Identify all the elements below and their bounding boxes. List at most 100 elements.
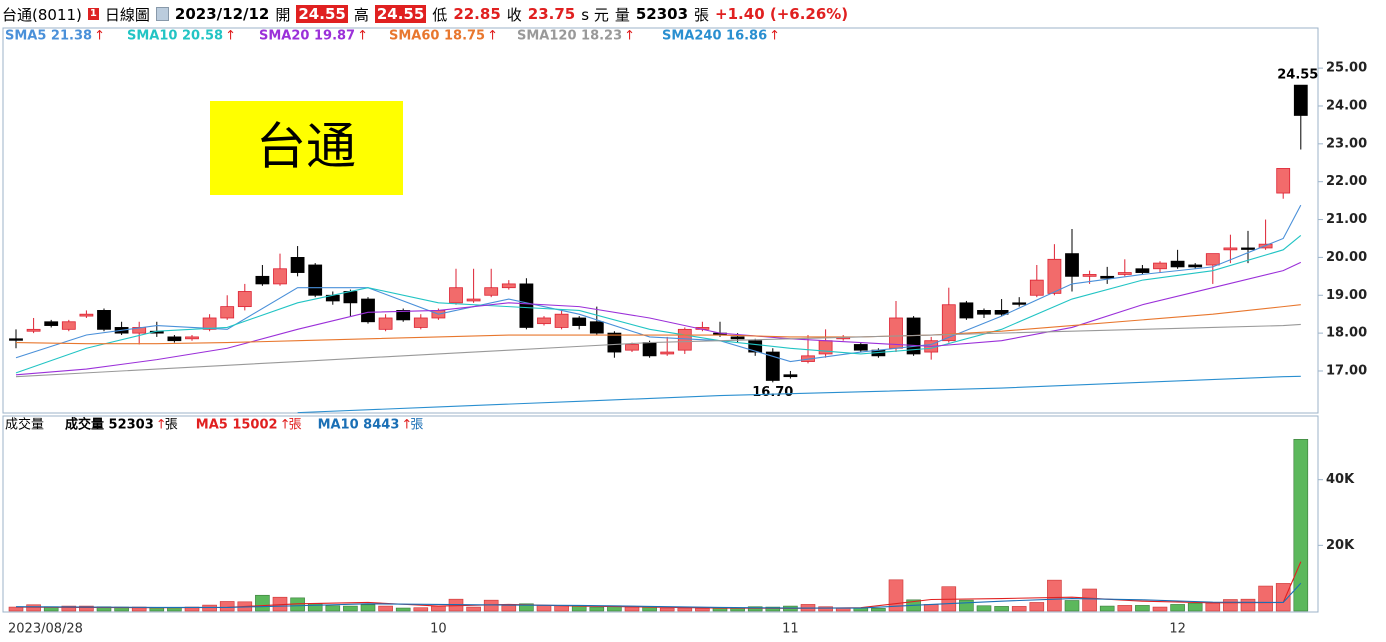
close: 23.75 — [527, 5, 576, 23]
candle-body — [977, 310, 991, 315]
volume-bar — [1064, 600, 1080, 612]
candle-body — [1241, 247, 1255, 250]
volume-bar — [1152, 606, 1168, 612]
arrow-icon: ↑ — [357, 29, 368, 44]
candle-body — [1170, 260, 1185, 268]
line — [15, 323, 1301, 378]
candle-body — [677, 328, 692, 351]
candle-body — [1153, 262, 1167, 270]
volume-bar — [677, 607, 693, 612]
volume-bar — [571, 605, 587, 612]
volume-bar — [413, 607, 429, 612]
y-tick-label: 22.00 — [1326, 174, 1367, 189]
candle-body — [537, 317, 551, 325]
candle-body — [449, 287, 463, 304]
candle-body — [607, 332, 622, 353]
arrow-icon: ↑ — [94, 29, 105, 44]
candle-body — [396, 310, 411, 321]
y-tick-label: 21.00 — [1326, 212, 1367, 227]
arrow-icon: ↑ — [225, 29, 236, 44]
label: 量 — [614, 5, 630, 24]
candle-body — [378, 317, 393, 330]
candle-body — [343, 291, 358, 304]
volume-bar — [483, 599, 499, 612]
volume-bar — [923, 604, 939, 612]
x-tick-label: 2023/08/28 — [8, 622, 83, 637]
y-tick-label: 24.00 — [1326, 98, 1367, 113]
change: +1.40 (+6.26%) — [715, 5, 849, 23]
candle-body — [255, 275, 270, 285]
volume-bar — [219, 601, 235, 612]
candle-body — [61, 321, 76, 330]
candle-body — [273, 268, 287, 285]
y-tick-label: 40K — [1326, 472, 1355, 487]
candle-body — [1117, 272, 1132, 275]
candle-body — [308, 264, 323, 296]
volume-bar — [659, 607, 675, 612]
candle-body — [853, 344, 868, 351]
y-tick-label: 19.00 — [1326, 288, 1367, 303]
annotation: 24.55 — [1277, 68, 1318, 83]
candle-body — [202, 317, 217, 330]
candle-body — [589, 321, 604, 334]
legend-entry: 成交量 52303 — [65, 417, 154, 433]
period: 日線圖 — [104, 5, 150, 24]
volume-bar — [747, 606, 763, 612]
volume-bar — [8, 606, 24, 612]
volume-panel — [2, 415, 1319, 613]
candle-body — [1065, 253, 1079, 277]
arrow-icon: ↑ — [156, 418, 167, 433]
volume-bar — [1170, 604, 1185, 612]
panel-title: 成交量 — [5, 417, 44, 433]
x-tick-label: 12 — [1169, 622, 1186, 637]
volume-bar — [395, 607, 411, 612]
legend-entry: SMA10 20.58 — [127, 29, 223, 44]
low: 22.85 — [453, 5, 501, 23]
icon — [155, 7, 169, 21]
candle-body — [941, 304, 956, 342]
candle-body — [1100, 275, 1115, 279]
volume-bar — [79, 605, 94, 612]
candle-body — [554, 313, 569, 328]
candle-body — [413, 317, 428, 328]
candle-body — [79, 313, 94, 317]
candle-body — [783, 374, 798, 378]
price-panel — [2, 27, 1319, 414]
line — [15, 204, 1302, 363]
candle-body — [1188, 264, 1203, 268]
volume-bar — [343, 605, 358, 612]
candle-body — [9, 338, 23, 341]
volume-bar — [1293, 438, 1309, 612]
candle-body — [44, 321, 59, 326]
volume-bar — [994, 606, 1009, 612]
volume-bar — [1275, 583, 1291, 612]
volume-bar — [589, 606, 605, 612]
candle-body — [748, 340, 763, 353]
line — [15, 235, 1302, 374]
volume-bar — [1258, 585, 1273, 612]
candle-body — [642, 342, 657, 357]
line — [297, 375, 1301, 414]
title-box — [210, 101, 403, 195]
volume-bar — [695, 608, 710, 612]
volume-bar — [325, 605, 341, 612]
candle-body — [572, 317, 587, 326]
arrow-icon: ↑ — [624, 29, 635, 44]
candle-body — [167, 336, 182, 342]
legend-entry: SMA120 18.23 — [517, 29, 622, 44]
volume-bar — [378, 605, 393, 612]
candle-body — [1047, 258, 1062, 294]
volume-bar — [466, 606, 481, 612]
candle-body — [501, 283, 516, 289]
chart-title: 台通 — [256, 118, 356, 176]
candle-body — [1029, 279, 1044, 296]
y-tick-label: 20.00 — [1326, 250, 1367, 265]
label: 收 — [506, 5, 522, 24]
volume-bar — [1011, 606, 1027, 612]
candle-body — [519, 283, 534, 328]
candle-body — [185, 336, 199, 340]
volume-bar — [1223, 599, 1238, 612]
volume-bar — [501, 605, 517, 612]
